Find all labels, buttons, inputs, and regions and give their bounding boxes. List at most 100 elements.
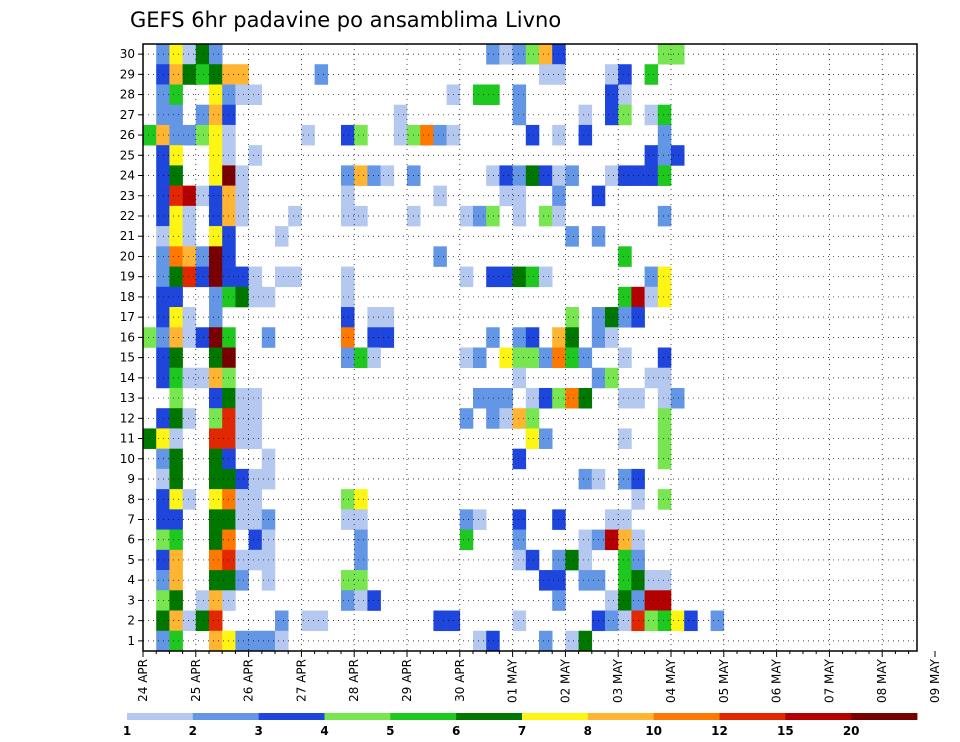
heatmap-cell <box>512 529 527 551</box>
heatmap-cell <box>565 347 579 369</box>
heatmap-cell <box>618 610 632 632</box>
heatmap-cell <box>209 570 223 591</box>
heatmap-cell <box>209 408 223 429</box>
heatmap-cell <box>248 630 263 652</box>
heatmap-cell <box>169 44 183 65</box>
heatmap-cell <box>235 428 249 449</box>
heatmap-cell <box>156 327 170 348</box>
heatmap-cell <box>644 64 659 85</box>
heatmap-cell <box>209 468 223 490</box>
heatmap-cell <box>618 549 632 571</box>
heatmap-cell <box>156 408 170 429</box>
y-tick-label: 15 <box>120 351 135 365</box>
heatmap-cell <box>512 549 527 571</box>
heatmap-cell <box>539 64 553 85</box>
heatmap-cell <box>209 428 223 449</box>
heatmap-cell <box>367 590 381 611</box>
heatmap-cell <box>182 226 197 247</box>
y-tick-label: 26 <box>120 128 135 142</box>
colorbar-swatch <box>719 713 786 720</box>
colorbar-label: 8 <box>584 724 592 738</box>
colorbar-label: 20 <box>843 724 860 738</box>
y-tick-label: 23 <box>120 189 135 203</box>
heatmap-cell <box>195 185 210 207</box>
heatmap-cell <box>486 387 500 409</box>
y-tick-label: 25 <box>120 148 135 162</box>
heatmap-cell <box>143 124 157 146</box>
heatmap-cell <box>367 347 381 369</box>
heatmap-cell <box>618 387 632 409</box>
heatmap-cell <box>169 64 183 85</box>
heatmap-cell <box>512 84 527 105</box>
heatmap-cell <box>169 630 183 652</box>
x-tick-label: 28 APR <box>347 659 361 702</box>
heatmap-cell <box>644 266 659 288</box>
heatmap-cell <box>644 610 659 632</box>
heatmap-cell <box>248 509 263 530</box>
colorbar-swatch <box>456 713 523 720</box>
heatmap-cell <box>605 610 619 632</box>
heatmap-cell <box>169 448 183 470</box>
heatmap-cell <box>169 387 183 409</box>
heatmap-cell <box>525 124 540 146</box>
heatmap-cell <box>618 428 632 449</box>
heatmap-cell <box>618 468 632 490</box>
heatmap-cell <box>657 448 672 470</box>
heatmap-cell <box>644 145 659 166</box>
heatmap-cell <box>578 630 593 652</box>
y-tick-label: 6 <box>127 533 135 547</box>
heatmap-cell <box>473 205 487 227</box>
heatmap-cell <box>486 266 500 288</box>
x-tick-label: 01 MAY <box>506 658 520 703</box>
heatmap-cell <box>182 185 197 207</box>
heatmap-cell <box>248 84 263 105</box>
colorbar: 1 2 3 4 5 6 7 8 10 12 15 20 <box>123 713 918 738</box>
x-tick-label: 08 MAY <box>875 658 889 703</box>
heatmap-cell <box>156 64 170 85</box>
y-tick-label: 4 <box>127 573 135 587</box>
heatmap-cell <box>684 610 698 632</box>
heatmap-cell <box>235 165 249 186</box>
y-tick-label: 22 <box>120 209 135 223</box>
colorbar-label: 1 <box>123 724 131 738</box>
heatmap-cell <box>209 489 223 510</box>
heatmap-cell <box>341 327 355 348</box>
heatmap-cell <box>380 165 395 186</box>
heatmap-cell <box>156 104 170 126</box>
heatmap-cell <box>644 590 659 611</box>
plot-frame <box>142 43 918 652</box>
y-tick-label: 7 <box>127 512 135 526</box>
heatmap-cell <box>182 307 197 328</box>
heatmap-cell <box>354 124 368 146</box>
heatmap-cell <box>195 266 210 288</box>
heatmap-cell <box>182 44 197 65</box>
x-axis: 24 APR 25 APR 26 APR 27 APR 28 APR 29 APR 30 A… <box>136 651 942 703</box>
colorbar-swatch <box>324 713 391 720</box>
heatmap-cell <box>169 327 183 348</box>
x-tick-label: 05 MAY <box>717 658 731 703</box>
colorbar-label: 10 <box>645 724 662 738</box>
heatmap-cell <box>512 610 527 632</box>
heatmap-cell <box>499 266 513 288</box>
heatmap-cell <box>209 307 223 328</box>
heatmap-cell <box>235 266 249 288</box>
x-tick-label: 27 APR <box>294 659 308 702</box>
heatmap-cell <box>499 185 513 207</box>
heatmap-cell <box>169 84 183 105</box>
heatmap-cell <box>169 185 183 207</box>
heatmap-cell <box>341 570 355 591</box>
heatmap-cell <box>539 387 553 409</box>
heatmap-cell <box>235 64 249 85</box>
heatmap-cell <box>539 630 553 652</box>
heatmap-cell <box>169 124 183 146</box>
heatmap-cell <box>235 489 249 510</box>
heatmap-cell <box>605 327 619 348</box>
heatmap-cell <box>565 165 579 186</box>
heatmap-cell <box>209 367 223 389</box>
heatmap-cell <box>367 165 381 186</box>
colorbar-swatch <box>587 713 655 720</box>
heatmap-cell <box>209 610 223 632</box>
heatmap-cell <box>235 286 249 308</box>
y-tick-label: 2 <box>127 614 135 628</box>
heatmap-cell <box>539 165 553 186</box>
